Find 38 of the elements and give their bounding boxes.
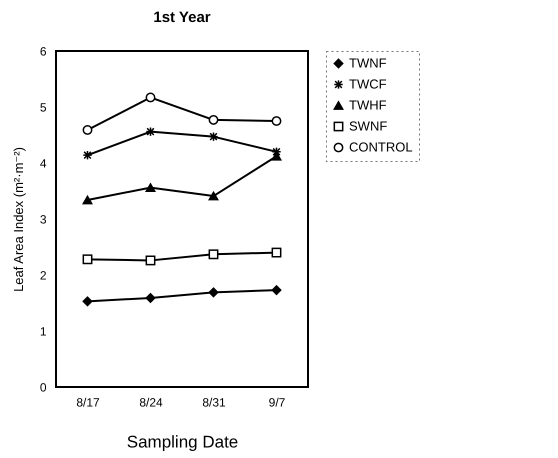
y-tick-label: 2 bbox=[40, 268, 47, 282]
y-tick-label: 4 bbox=[40, 156, 47, 170]
x-tick-label: 9/7 bbox=[268, 396, 286, 410]
point bbox=[146, 92, 156, 102]
y-tick-label: 5 bbox=[40, 100, 47, 114]
point bbox=[82, 150, 92, 160]
x-axis-title: Sampling Date bbox=[126, 432, 238, 452]
legend-label: TWCF bbox=[349, 76, 387, 92]
x-tick-label: 8/17 bbox=[76, 396, 100, 410]
point bbox=[82, 196, 92, 204]
y-tick-label: 6 bbox=[40, 44, 47, 58]
point bbox=[208, 192, 218, 200]
point bbox=[272, 248, 282, 258]
point bbox=[82, 125, 92, 135]
legend-label: TWNF bbox=[349, 56, 387, 70]
point bbox=[208, 114, 218, 125]
chart-title: 1st Year bbox=[153, 9, 211, 26]
point bbox=[146, 183, 156, 192]
y-tick-label: 3 bbox=[40, 212, 47, 226]
point bbox=[272, 146, 282, 157]
point bbox=[146, 256, 156, 266]
y-tick-label: 1 bbox=[40, 324, 47, 338]
point bbox=[82, 296, 92, 306]
point bbox=[272, 285, 282, 296]
y-axis-title: Leaf Area Index (m²·m⁻²) bbox=[10, 147, 26, 292]
y-tick-label: 0 bbox=[40, 380, 47, 394]
point bbox=[146, 126, 156, 137]
point bbox=[82, 254, 92, 264]
legend-label: TWHF bbox=[349, 98, 387, 112]
point bbox=[146, 293, 156, 303]
point bbox=[208, 249, 218, 260]
point bbox=[208, 132, 218, 142]
x-tick-label: 8/24 bbox=[139, 396, 163, 410]
point bbox=[208, 287, 218, 298]
legend-label: SWNF bbox=[349, 118, 388, 134]
legend-label: CONTROL bbox=[349, 140, 413, 154]
point bbox=[272, 116, 282, 126]
x-tick-label: 8/31 bbox=[202, 396, 226, 410]
